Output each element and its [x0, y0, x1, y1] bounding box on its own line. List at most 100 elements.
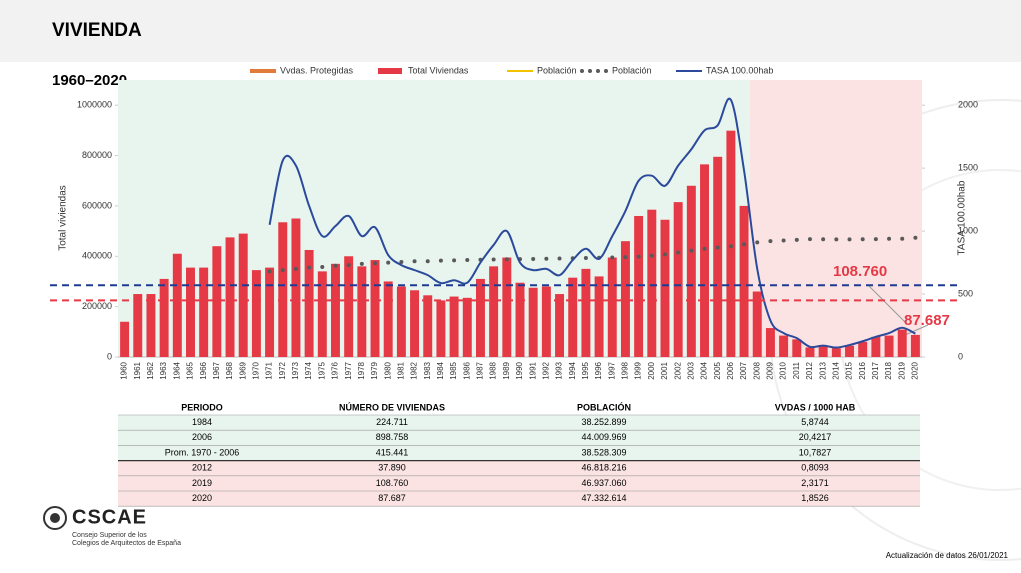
bar — [726, 130, 736, 357]
dot — [610, 255, 615, 260]
table-cell: 46.818.216 — [581, 463, 626, 473]
table-cell: 38.528.309 — [581, 447, 626, 457]
bar — [910, 334, 920, 357]
x-tick-label: 2002 — [673, 361, 682, 379]
bar — [436, 300, 446, 357]
org-name: Consejo Superior de los — [72, 532, 147, 539]
org-name: Colegios de Arquitectos de España — [72, 540, 181, 547]
x-tick-label: 1964 — [172, 361, 181, 379]
dot — [781, 238, 786, 243]
bar — [541, 286, 551, 357]
bar — [120, 321, 130, 357]
bar — [686, 185, 696, 357]
bar — [897, 329, 907, 357]
y2-axis-title: TASA 100.00hab — [957, 180, 968, 255]
bar — [871, 336, 881, 357]
dot — [504, 257, 509, 262]
dot — [807, 237, 812, 242]
dot — [346, 263, 351, 268]
x-tick-label: 1969 — [238, 361, 247, 379]
title: VIVIENDA — [52, 20, 142, 41]
dot — [742, 242, 747, 247]
bar — [317, 271, 327, 357]
bar — [647, 209, 657, 357]
table-row — [118, 415, 920, 431]
table-cell: 2006 — [192, 432, 212, 442]
table-cell: 2,3171 — [801, 478, 829, 488]
x-tick-label: 1985 — [449, 361, 458, 379]
x-tick-label: 2016 — [858, 361, 867, 379]
table-row — [118, 460, 920, 476]
table-header: VVDAS / 1000 HAB — [775, 402, 856, 412]
header-band — [0, 0, 1021, 62]
bar — [634, 215, 644, 357]
table-cell: 2012 — [192, 463, 212, 473]
dot — [887, 236, 892, 241]
bar — [779, 335, 789, 357]
bar — [370, 260, 380, 357]
x-tick-label: 2013 — [818, 361, 827, 379]
table-cell: 87.687 — [378, 493, 406, 503]
dot — [860, 237, 865, 242]
table-cell: 38.252.899 — [581, 417, 626, 427]
x-tick-label: 2018 — [884, 361, 893, 379]
y-axis-title: Total viviendas — [58, 185, 69, 251]
bar — [410, 290, 420, 357]
legend-label: Total Viviendas — [408, 65, 469, 75]
bar — [620, 241, 630, 357]
bar — [792, 339, 802, 357]
period-shade — [750, 80, 922, 357]
table-cell: 1,8526 — [801, 493, 829, 503]
x-tick-label: 1981 — [396, 361, 405, 379]
dot — [702, 246, 707, 251]
table-cell: 2019 — [192, 478, 212, 488]
y2-tick-label: 1000 — [958, 225, 978, 235]
x-tick-label: 1995 — [581, 361, 590, 379]
bar — [858, 341, 868, 357]
dot — [689, 248, 694, 253]
x-tick-label: 1998 — [621, 361, 630, 379]
bar — [304, 249, 314, 357]
x-tick-label: 1996 — [594, 361, 603, 379]
bar — [502, 257, 512, 357]
bar — [739, 205, 749, 357]
x-tick-label: 1994 — [568, 361, 577, 379]
dot — [636, 254, 641, 259]
subtitle: 1960–2020 — [52, 72, 127, 89]
dot — [307, 265, 312, 270]
bar — [344, 256, 354, 357]
table-cell: 37.890 — [378, 463, 406, 473]
y-tick-label: 200000 — [82, 301, 112, 311]
bar — [660, 219, 670, 357]
logo-text: CSCAE — [72, 506, 147, 528]
bar — [396, 286, 406, 357]
x-tick-label: 1973 — [291, 361, 300, 379]
bar — [752, 291, 762, 357]
y2-tick-label: 1500 — [958, 163, 978, 173]
dot — [452, 258, 457, 263]
table-header: POBLACIÓN — [577, 401, 631, 412]
x-tick-label: 1972 — [278, 361, 287, 379]
x-tick-label: 2004 — [700, 361, 709, 379]
y-tick-label: 800000 — [82, 150, 112, 160]
legend-swatch — [378, 68, 402, 74]
x-tick-label: 1990 — [515, 361, 524, 379]
x-tick-label: 1960 — [120, 361, 129, 379]
bar — [330, 263, 340, 357]
table-header: NÚMERO DE VIVIENDAS — [339, 401, 445, 412]
bar — [700, 164, 710, 357]
legend-label: Vvdas. Protegidas — [280, 65, 354, 75]
y-tick-label: 600000 — [82, 200, 112, 210]
bar — [238, 233, 248, 357]
table-cell: 5,8744 — [801, 417, 829, 427]
dot — [320, 264, 325, 269]
dot — [333, 263, 338, 268]
logo — [43, 506, 67, 530]
dot — [386, 260, 391, 265]
x-tick-label: 1992 — [541, 361, 550, 379]
x-tick-label: 1977 — [344, 361, 353, 379]
dot — [267, 269, 272, 274]
bar — [805, 347, 815, 357]
bar — [515, 282, 525, 357]
